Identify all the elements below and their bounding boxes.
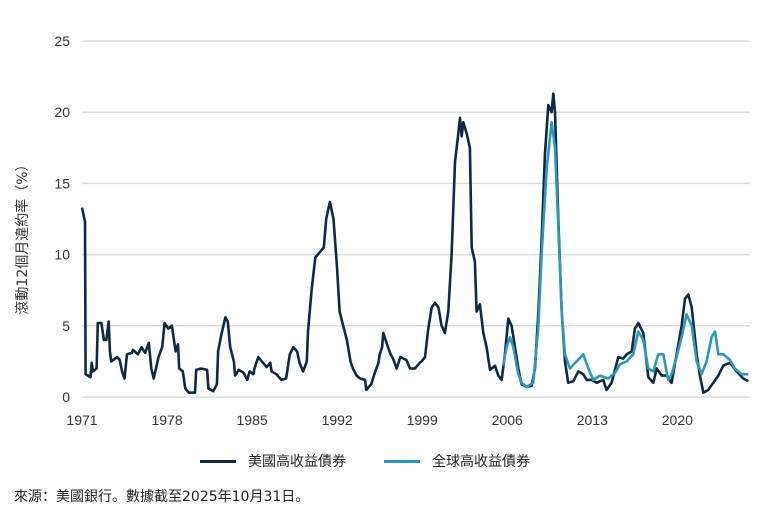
x-tick-label: 1971 (66, 412, 97, 428)
y-tick-label: 5 (62, 318, 70, 334)
grid-lines (82, 40, 750, 398)
x-tick-label: 1999 (407, 412, 438, 428)
x-tick-label: 1978 (151, 412, 182, 428)
series-line-global-high-yield (501, 120, 749, 389)
legend-item-global-high-yield[interactable]: 全球高收益債券 (384, 451, 530, 471)
x-axis-ticks: 1971 1978 1985 1992 1999 2006 2013 2020 (66, 412, 693, 428)
y-tick-label: 15 (54, 175, 70, 191)
y-tick-label: 25 (54, 33, 70, 49)
y-tick-label: 0 (62, 389, 70, 405)
legend-item-us-high-yield[interactable]: 美國高收益債券 (200, 451, 346, 471)
legend: 美國高收益債券 全球高收益債券 (0, 451, 776, 471)
x-tick-label: 2020 (662, 412, 693, 428)
legend-swatch (200, 459, 236, 463)
series-line-us-high-yield (80, 92, 749, 395)
series-lines (80, 92, 749, 395)
x-tick-label: 2006 (492, 412, 523, 428)
legend-label: 美國高收益債券 (248, 454, 346, 470)
legend-swatch (384, 459, 420, 463)
y-tick-label: 20 (54, 104, 70, 120)
legend-label: 全球高收益債券 (432, 454, 530, 470)
y-axis-ticks: 0 5 10 15 20 25 (54, 33, 70, 405)
y-tick-label: 10 (54, 247, 70, 263)
y-axis-label: 滾動12個月違約率（%） (15, 157, 31, 315)
source-note: 來源：美國銀行。數據截至2025年10月31日。 (14, 489, 310, 505)
x-tick-label: 1985 (237, 412, 268, 428)
x-tick-label: 1992 (322, 412, 353, 428)
x-tick-label: 2013 (577, 412, 608, 428)
